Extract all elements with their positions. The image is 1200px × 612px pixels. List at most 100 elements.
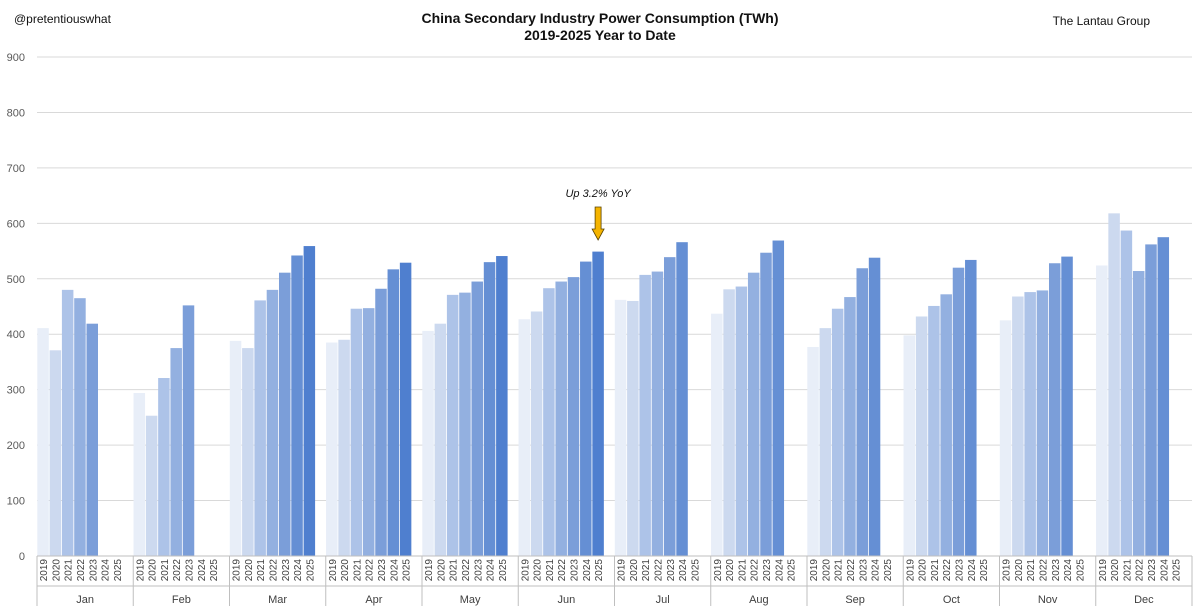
x-year-label: 2020 bbox=[533, 559, 544, 582]
x-year-label: 2024 bbox=[293, 559, 304, 582]
y-tick-label: 300 bbox=[7, 385, 25, 397]
x-year-label: 2023 bbox=[570, 559, 581, 582]
bar-nov-2020 bbox=[1012, 296, 1024, 556]
x-year-label: 2021 bbox=[1122, 559, 1133, 582]
bar-apr-2025 bbox=[399, 262, 412, 556]
x-year-label: 2023 bbox=[377, 559, 388, 582]
bar-jan-2021 bbox=[61, 289, 74, 556]
bar-nov-2023 bbox=[1049, 263, 1061, 556]
x-year-label: 2022 bbox=[750, 559, 761, 582]
x-month-label: Oct bbox=[943, 594, 960, 606]
x-year-label: 2021 bbox=[1026, 559, 1037, 582]
x-year-label: 2022 bbox=[1135, 559, 1146, 582]
bar-jun-2025 bbox=[592, 251, 604, 557]
x-year-label: 2022 bbox=[846, 559, 857, 582]
x-year-label: 2019 bbox=[520, 559, 531, 582]
y-tick-label: 0 bbox=[19, 551, 25, 563]
bar-may-2023 bbox=[471, 281, 483, 556]
bar-mar-2024 bbox=[291, 255, 303, 557]
x-year-label: 2019 bbox=[328, 559, 339, 582]
bar-nov-2024 bbox=[1061, 256, 1073, 556]
bar-mar-2023 bbox=[279, 272, 291, 556]
bar-oct-2024 bbox=[965, 259, 977, 556]
chart-subtitle: 2019-2025 Year to Date bbox=[524, 27, 676, 43]
bar-jun-2019 bbox=[518, 319, 531, 556]
x-year-label: 2024 bbox=[967, 559, 978, 582]
bar-sep-2024 bbox=[868, 257, 881, 556]
bar-sep-2022 bbox=[844, 297, 856, 556]
y-tick-label: 100 bbox=[7, 496, 25, 508]
bar-may-2019 bbox=[422, 330, 434, 556]
bar-dec-2021 bbox=[1120, 230, 1133, 556]
bar-apr-2019 bbox=[326, 342, 338, 556]
x-year-label: 2020 bbox=[1110, 559, 1121, 582]
x-year-label: 2019 bbox=[905, 559, 916, 582]
x-year-label: 2020 bbox=[244, 559, 255, 582]
x-year-label: 2019 bbox=[809, 559, 820, 582]
x-year-label: 2022 bbox=[557, 559, 568, 582]
bar-aug-2019 bbox=[711, 313, 723, 556]
x-year-label: 2025 bbox=[498, 559, 509, 582]
x-month-label: May bbox=[460, 594, 481, 606]
x-year-label: 2025 bbox=[305, 559, 316, 582]
x-year-label: 2019 bbox=[713, 559, 724, 582]
chart-title: China Secondary Industry Power Consumpti… bbox=[421, 10, 779, 26]
bar-jan-2022 bbox=[74, 298, 86, 556]
bar-mar-2020 bbox=[242, 348, 254, 556]
x-year-label: 2022 bbox=[268, 559, 279, 582]
bar-dec-2022 bbox=[1132, 271, 1145, 556]
bar-aug-2023 bbox=[760, 252, 772, 557]
x-year-label: 2023 bbox=[1051, 559, 1062, 582]
bar-sep-2023 bbox=[856, 268, 868, 556]
x-month-label: Aug bbox=[749, 594, 769, 606]
x-year-label: 2023 bbox=[1147, 559, 1158, 582]
y-tick-label: 500 bbox=[7, 274, 25, 286]
x-year-label: 2020 bbox=[629, 559, 640, 582]
bar-mar-2022 bbox=[266, 289, 279, 556]
x-year-label: 2025 bbox=[113, 559, 124, 582]
bar-feb-2023 bbox=[182, 305, 195, 556]
bar-may-2022 bbox=[459, 292, 471, 556]
x-year-label: 2019 bbox=[135, 559, 146, 582]
bar-oct-2020 bbox=[915, 316, 928, 556]
y-tick-label: 700 bbox=[7, 163, 25, 175]
x-year-label: 2022 bbox=[172, 559, 183, 582]
chart-title-block: China Secondary Industry Power Consumpti… bbox=[0, 10, 1200, 44]
y-tick-label: 400 bbox=[7, 329, 25, 341]
x-year-label: 2022 bbox=[461, 559, 472, 582]
x-year-label: 2020 bbox=[340, 559, 351, 582]
bar-apr-2021 bbox=[350, 308, 363, 556]
bar-feb-2019 bbox=[133, 392, 146, 556]
x-year-label: 2023 bbox=[185, 559, 196, 582]
x-month-label: Jul bbox=[656, 594, 670, 606]
x-year-label: 2024 bbox=[1159, 559, 1170, 582]
x-year-label: 2022 bbox=[653, 559, 664, 582]
x-year-label: 2025 bbox=[979, 559, 990, 582]
x-year-label: 2025 bbox=[209, 559, 220, 582]
bar-jun-2021 bbox=[543, 288, 555, 556]
bar-oct-2023 bbox=[952, 267, 965, 556]
x-year-label: 2023 bbox=[955, 559, 966, 582]
x-year-label: 2019 bbox=[1098, 559, 1109, 582]
bar-jun-2023 bbox=[567, 277, 580, 556]
bar-aug-2021 bbox=[735, 286, 748, 556]
x-year-label: 2022 bbox=[365, 559, 376, 582]
bar-aug-2024 bbox=[772, 240, 785, 556]
x-year-label: 2023 bbox=[473, 559, 484, 582]
bar-oct-2021 bbox=[928, 305, 940, 556]
bar-nov-2021 bbox=[1024, 292, 1036, 556]
x-year-label: 2019 bbox=[39, 559, 50, 582]
bar-jul-2022 bbox=[651, 271, 664, 556]
x-year-label: 2020 bbox=[918, 559, 929, 582]
bar-may-2024 bbox=[483, 262, 496, 556]
x-year-label: 2019 bbox=[232, 559, 243, 582]
x-year-label: 2019 bbox=[424, 559, 435, 582]
bar-sep-2020 bbox=[819, 328, 832, 556]
x-year-label: 2025 bbox=[1172, 559, 1183, 582]
x-month-label: Apr bbox=[365, 594, 382, 606]
bar-mar-2021 bbox=[254, 300, 266, 556]
x-year-label: 2021 bbox=[352, 559, 363, 582]
bar-apr-2023 bbox=[375, 288, 387, 556]
x-year-label: 2021 bbox=[449, 559, 460, 582]
